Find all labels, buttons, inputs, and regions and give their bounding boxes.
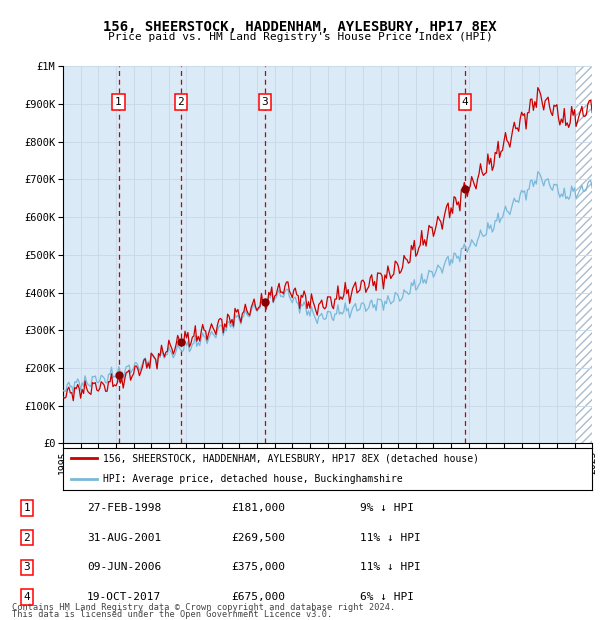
Text: 19-OCT-2017: 19-OCT-2017: [87, 592, 161, 602]
Text: 11% ↓ HPI: 11% ↓ HPI: [360, 562, 421, 572]
Text: 2: 2: [23, 533, 31, 542]
Text: £269,500: £269,500: [231, 533, 285, 542]
Text: 09-JUN-2006: 09-JUN-2006: [87, 562, 161, 572]
Text: 6% ↓ HPI: 6% ↓ HPI: [360, 592, 414, 602]
Text: 1: 1: [115, 97, 122, 107]
Text: Contains HM Land Registry data © Crown copyright and database right 2024.: Contains HM Land Registry data © Crown c…: [12, 603, 395, 612]
Text: 156, SHEERSTOCK, HADDENHAM, AYLESBURY, HP17 8EX (detached house): 156, SHEERSTOCK, HADDENHAM, AYLESBURY, H…: [103, 453, 479, 463]
Text: 27-FEB-1998: 27-FEB-1998: [87, 503, 161, 513]
Text: 156, SHEERSTOCK, HADDENHAM, AYLESBURY, HP17 8EX: 156, SHEERSTOCK, HADDENHAM, AYLESBURY, H…: [103, 20, 497, 34]
Text: 31-AUG-2001: 31-AUG-2001: [87, 533, 161, 542]
Text: 3: 3: [23, 562, 31, 572]
Text: 1: 1: [23, 503, 31, 513]
Text: 9% ↓ HPI: 9% ↓ HPI: [360, 503, 414, 513]
Text: £375,000: £375,000: [231, 562, 285, 572]
Text: This data is licensed under the Open Government Licence v3.0.: This data is licensed under the Open Gov…: [12, 610, 332, 619]
Text: 4: 4: [462, 97, 469, 107]
Text: 11% ↓ HPI: 11% ↓ HPI: [360, 533, 421, 542]
Text: Price paid vs. HM Land Registry's House Price Index (HPI): Price paid vs. HM Land Registry's House …: [107, 32, 493, 42]
Text: £181,000: £181,000: [231, 503, 285, 513]
Text: 2: 2: [177, 97, 184, 107]
Text: 4: 4: [23, 592, 31, 602]
Polygon shape: [575, 66, 592, 443]
Text: 3: 3: [262, 97, 268, 107]
Text: HPI: Average price, detached house, Buckinghamshire: HPI: Average price, detached house, Buck…: [103, 474, 403, 484]
Text: £675,000: £675,000: [231, 592, 285, 602]
